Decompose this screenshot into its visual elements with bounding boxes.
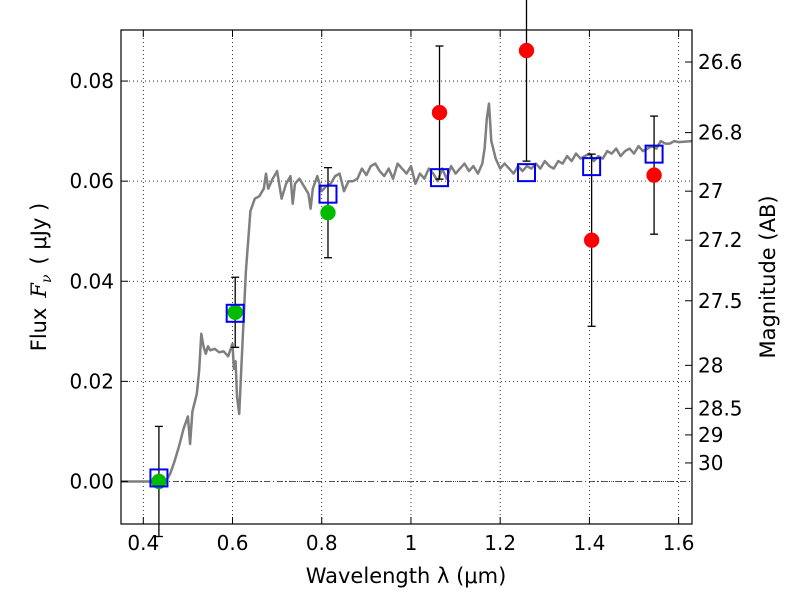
x-tick-label: 0.4 — [127, 531, 159, 555]
detection-marker — [320, 204, 336, 221]
y-axis-label-suffix: ( μJy ) — [27, 203, 51, 265]
low-sn-marker — [583, 232, 600, 248]
y2-tick-label: 26.8 — [698, 121, 743, 145]
y2-tick-label: 27.2 — [698, 228, 743, 252]
x-tick-label: 0.8 — [306, 531, 338, 555]
x-tick-label: 1 — [405, 531, 418, 555]
y2-tick-label: 27.5 — [698, 289, 743, 313]
model-photometry-square — [516, 163, 536, 183]
y-tick-label: 0.00 — [69, 469, 114, 493]
low-sn-marker — [646, 167, 662, 183]
y2-axis-ticks: 26.6 26.8 27 27.2 27.5 28 28.5 29 30 — [685, 50, 743, 475]
y-axis-label-prefix: Flux — [27, 308, 51, 352]
x-tick-label: 1.6 — [663, 531, 695, 555]
y-axis-label: Flux Fν ( μJy ) — [27, 203, 55, 351]
model-photometry-square — [225, 303, 245, 323]
y-axis-ticks: 0.00 0.02 0.04 0.06 0.08 — [69, 69, 128, 493]
y2-tick-label: 30 — [698, 451, 723, 475]
model-photometry-square — [318, 184, 338, 204]
y2-tick-label: 28 — [698, 353, 723, 377]
model-photometry-square — [582, 157, 602, 177]
x-tick-label: 0.6 — [217, 531, 249, 555]
low-sn-marker — [431, 104, 448, 121]
x-axis-label: Wavelength λ (μm) — [306, 564, 507, 588]
y2-tick-label: 26.6 — [698, 50, 743, 74]
y-axis-label-symbol: F — [27, 282, 51, 299]
x-tick-label: 1.2 — [484, 531, 516, 555]
y-axis-label-subscript: ν — [39, 274, 55, 283]
y2-tick-label: 27 — [698, 179, 723, 203]
y2-tick-label: 28.5 — [698, 396, 743, 420]
y2-tick-label: 29 — [698, 423, 723, 447]
model-photometry-square — [149, 468, 169, 488]
model-photometry-square — [644, 144, 664, 164]
detection-marker — [227, 304, 243, 321]
model-photometry-square — [430, 168, 450, 188]
x-tick-label: 1.4 — [573, 531, 605, 555]
y-tick-label: 0.06 — [69, 169, 114, 193]
y-tick-label: 0.04 — [69, 269, 114, 293]
model-photometry-markers — [149, 144, 664, 488]
plot-frame — [120, 29, 693, 525]
model-spectrum-line — [121, 102, 692, 483]
x-axis-ticks: 0.4 0.6 0.8 1 1.2 1.4 1.6 — [127, 30, 695, 555]
y-tick-label: 0.02 — [69, 369, 114, 393]
y2-axis-label: Magnitude (AB) — [756, 195, 780, 358]
y-tick-label: 0.08 — [69, 69, 114, 93]
low-sn-marker — [518, 42, 535, 59]
